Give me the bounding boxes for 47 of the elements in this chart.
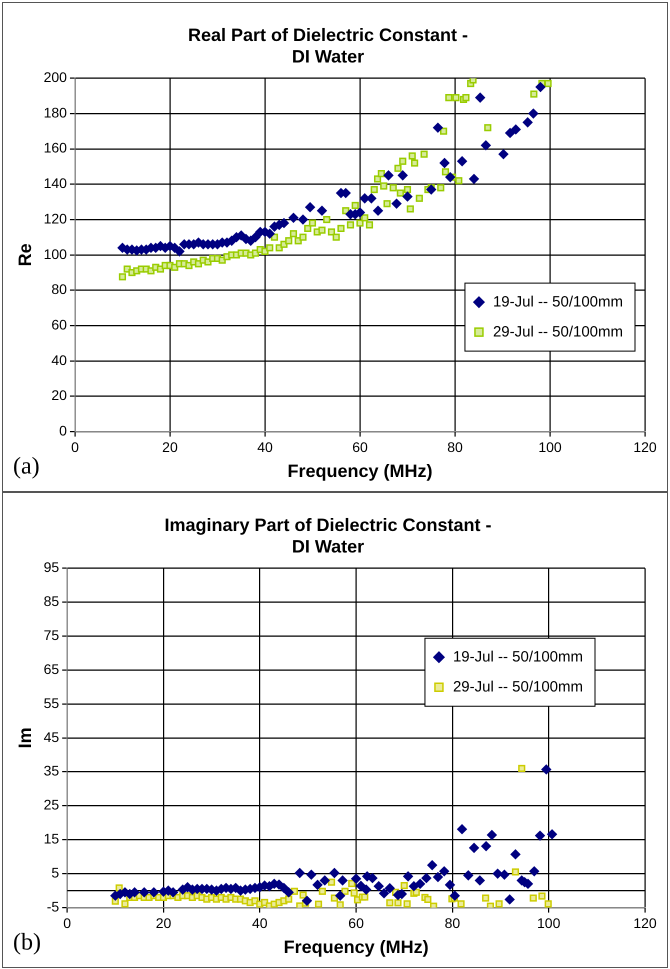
chart-title: Real Part of Dielectric Constant - DI Water — [188, 24, 468, 66]
x-tick-label: 60 — [352, 438, 368, 455]
x-tick-label: 20 — [156, 914, 172, 931]
y-tick-label: 60 — [51, 316, 68, 332]
y-tick-label: 5 — [51, 864, 60, 881]
y-tick-label: 75 — [44, 626, 60, 643]
y-tick-label: 0 — [59, 422, 68, 438]
x-tick-label: 20 — [162, 438, 178, 455]
x-tick-label: 120 — [633, 438, 657, 455]
y-tick-label: 180 — [44, 104, 68, 120]
y-tick-label: -5 — [46, 898, 60, 914]
y-tick-label: 80 — [51, 281, 68, 298]
x-tick-label: 120 — [633, 914, 657, 931]
text: (b) — [13, 929, 41, 956]
chart-title: Imaginary Part of Dielectric Constant - DI Water — [164, 514, 492, 556]
x-tick-label: 100 — [538, 438, 562, 455]
x-axis-title: Frequency (MHz) — [284, 937, 429, 958]
y-tick-label: 55 — [44, 694, 60, 711]
y-tick-label: 100 — [44, 246, 68, 262]
legend-label: 29-Jul -- 50/100mm — [492, 323, 624, 340]
y-tick-label: 200 — [44, 69, 68, 86]
legend-label: 19-Jul -- 50/100mm — [492, 293, 624, 310]
x-tick-label: 60 — [348, 914, 364, 931]
x-tick-label: 40 — [252, 914, 268, 931]
x-tick-label: 0 — [71, 438, 80, 455]
y-axis-title: Re — [14, 243, 35, 266]
y-tick-label: 35 — [44, 762, 60, 779]
y-tick-label: 120 — [44, 210, 68, 226]
y-tick-label: 65 — [44, 660, 60, 677]
y-axis-title: Im — [14, 727, 35, 748]
legend-label: 29-Jul -- 50/100mm — [452, 678, 584, 696]
y-tick-label: 85 — [44, 593, 60, 609]
y-tick-label: 45 — [44, 728, 60, 745]
y-tick-label: 20 — [51, 387, 68, 404]
text: (a) — [13, 453, 40, 480]
y-tick-label: 40 — [51, 352, 68, 368]
legend-label: 19-Jul -- 50/100mm — [452, 648, 584, 666]
y-tick-label: 95 — [44, 559, 60, 576]
x-tick-label: 80 — [444, 914, 460, 931]
y-tick-label: 160 — [44, 140, 68, 156]
y-tick-label: 15 — [44, 830, 60, 847]
x-tick-label: 40 — [257, 438, 273, 455]
y-tick-label: 25 — [44, 796, 60, 813]
x-tick-label: 80 — [447, 438, 463, 455]
x-axis-title: Frequency (MHz) — [287, 461, 432, 482]
y-tick-label: 140 — [44, 175, 68, 192]
x-tick-label: 100 — [537, 914, 561, 931]
